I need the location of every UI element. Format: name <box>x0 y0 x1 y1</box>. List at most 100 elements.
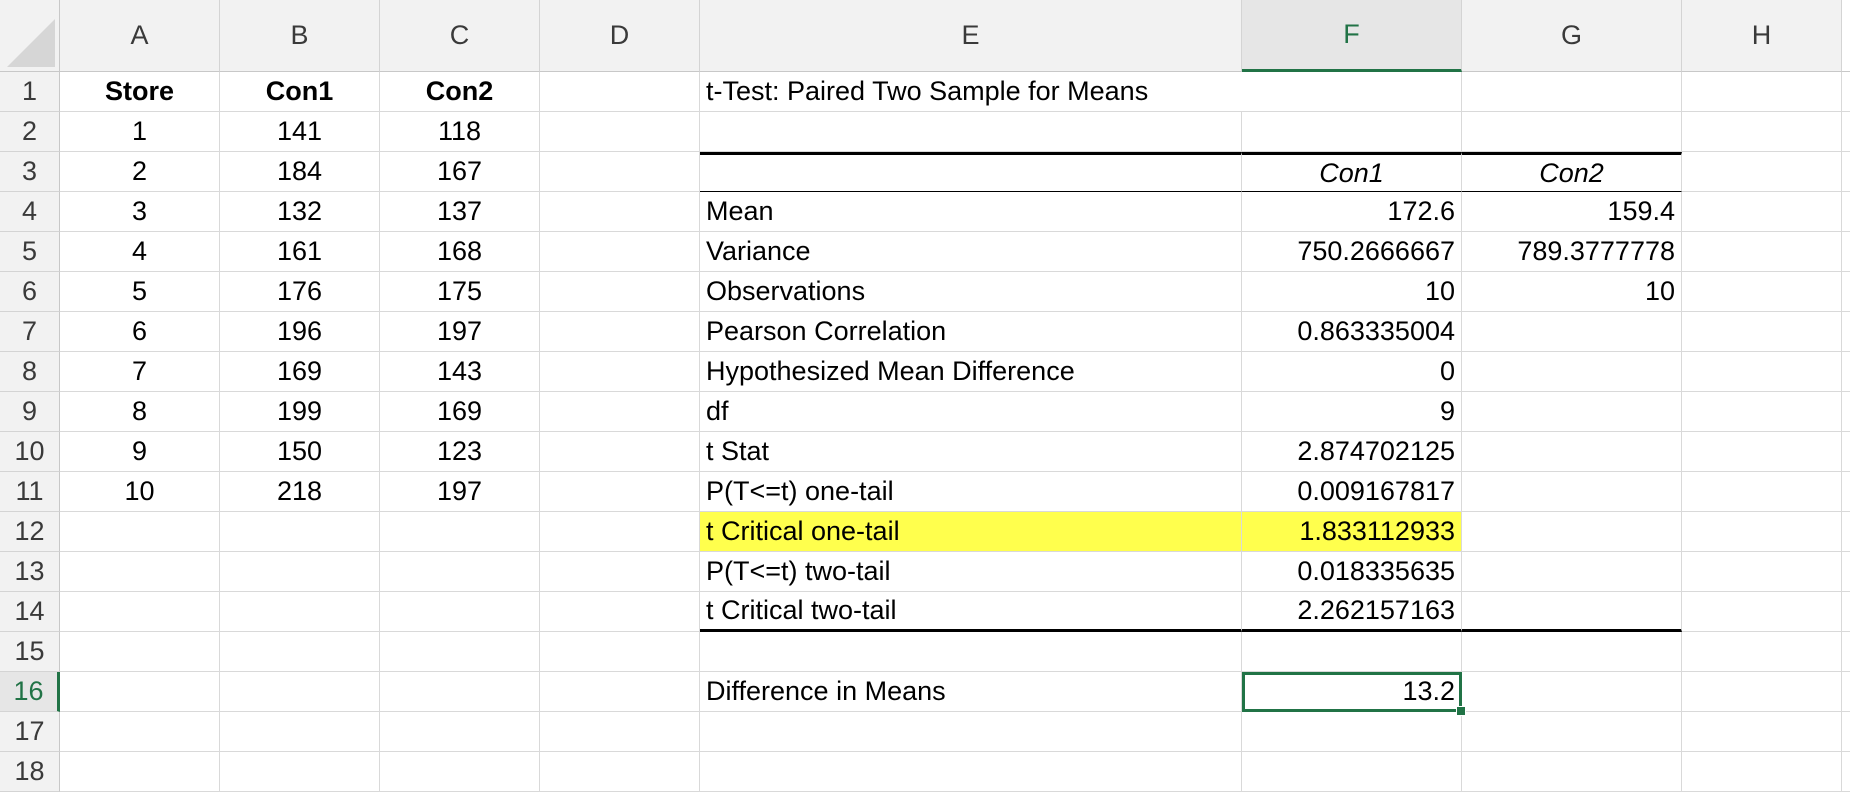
cell-c6[interactable]: 175 <box>380 272 540 312</box>
cell-b5[interactable]: 161 <box>220 232 380 272</box>
cell-h12[interactable] <box>1682 512 1842 552</box>
cell-e6[interactable]: Observations <box>700 272 1242 312</box>
row-header-4[interactable]: 4 <box>0 192 60 232</box>
row-header-13[interactable]: 13 <box>0 552 60 592</box>
cell-f17[interactable] <box>1242 712 1462 752</box>
row-header-9[interactable]: 9 <box>0 392 60 432</box>
cell-f16-selected[interactable]: 13.2 <box>1242 672 1466 716</box>
cell-h10[interactable] <box>1682 432 1842 472</box>
fill-handle[interactable] <box>1456 706 1466 716</box>
cell-c2[interactable]: 118 <box>380 112 540 152</box>
cell-f4[interactable]: 172.6 <box>1242 192 1462 232</box>
cell-g7[interactable] <box>1462 312 1682 352</box>
cell-a17[interactable] <box>60 712 220 752</box>
cell-b14[interactable] <box>220 592 380 632</box>
cell-e14[interactable]: t Critical two-tail <box>700 592 1242 632</box>
cell-b4[interactable]: 132 <box>220 192 380 232</box>
cell-f1[interactable] <box>1242 72 1462 112</box>
cell-g18[interactable] <box>1462 752 1682 792</box>
cell-c11[interactable]: 197 <box>380 472 540 512</box>
column-header-f[interactable]: F <box>1242 0 1462 72</box>
row-header-11[interactable]: 11 <box>0 472 60 512</box>
cell-c18[interactable] <box>380 752 540 792</box>
select-all-corner[interactable] <box>0 0 60 72</box>
cell-d3[interactable] <box>540 152 700 192</box>
cell-h16[interactable] <box>1682 672 1842 712</box>
cell-e9[interactable]: df <box>700 392 1242 432</box>
cell-h5[interactable] <box>1682 232 1842 272</box>
cell-d5[interactable] <box>540 232 700 272</box>
cell-b11[interactable]: 218 <box>220 472 380 512</box>
cell-c8[interactable]: 143 <box>380 352 540 392</box>
cell-g4[interactable]: 159.4 <box>1462 192 1682 232</box>
cell-a11[interactable]: 10 <box>60 472 220 512</box>
column-header-d[interactable]: D <box>540 0 700 72</box>
cell-h14[interactable] <box>1682 592 1842 632</box>
row-header-17[interactable]: 17 <box>0 712 60 752</box>
row-header-16[interactable]: 16 <box>0 672 60 712</box>
cell-h4[interactable] <box>1682 192 1842 232</box>
row-header-15[interactable]: 15 <box>0 632 60 672</box>
cell-f13[interactable]: 0.018335635 <box>1242 552 1462 592</box>
cell-d4[interactable] <box>540 192 700 232</box>
cell-f5[interactable]: 750.2666667 <box>1242 232 1462 272</box>
cell-h17[interactable] <box>1682 712 1842 752</box>
cell-h13[interactable] <box>1682 552 1842 592</box>
cell-h9[interactable] <box>1682 392 1842 432</box>
cell-b16[interactable] <box>220 672 380 712</box>
cell-g8[interactable] <box>1462 352 1682 392</box>
cell-b17[interactable] <box>220 712 380 752</box>
cell-h6[interactable] <box>1682 272 1842 312</box>
cell-c4[interactable]: 137 <box>380 192 540 232</box>
cell-c10[interactable]: 123 <box>380 432 540 472</box>
cell-a12[interactable] <box>60 512 220 552</box>
cell-c15[interactable] <box>380 632 540 672</box>
cell-f3[interactable]: Con1 <box>1242 152 1462 192</box>
cell-a6[interactable]: 5 <box>60 272 220 312</box>
cell-g16[interactable] <box>1462 672 1682 712</box>
cell-f9[interactable]: 9 <box>1242 392 1462 432</box>
cell-c16[interactable] <box>380 672 540 712</box>
row-header-2[interactable]: 2 <box>0 112 60 152</box>
row-header-10[interactable]: 10 <box>0 432 60 472</box>
row-header-3[interactable]: 3 <box>0 152 60 192</box>
row-header-1[interactable]: 1 <box>0 72 60 112</box>
cell-e10[interactable]: t Stat <box>700 432 1242 472</box>
cell-a4[interactable]: 3 <box>60 192 220 232</box>
row-header-14[interactable]: 14 <box>0 592 60 632</box>
cell-g3[interactable]: Con2 <box>1462 152 1682 192</box>
cell-e17[interactable] <box>700 712 1242 752</box>
cell-a15[interactable] <box>60 632 220 672</box>
cell-b13[interactable] <box>220 552 380 592</box>
cell-f15[interactable] <box>1242 632 1462 672</box>
cell-a3[interactable]: 2 <box>60 152 220 192</box>
cell-a2[interactable]: 1 <box>60 112 220 152</box>
row-header-7[interactable]: 7 <box>0 312 60 352</box>
cell-h18[interactable] <box>1682 752 1842 792</box>
cell-e2[interactable] <box>700 112 1242 152</box>
cell-c14[interactable] <box>380 592 540 632</box>
cell-e11[interactable]: P(T<=t) one-tail <box>700 472 1242 512</box>
column-header-g[interactable]: G <box>1462 0 1682 72</box>
cell-e12-highlighted[interactable]: t Critical one-tail <box>700 512 1242 552</box>
cell-b1[interactable]: Con1 <box>220 72 380 112</box>
cell-d17[interactable] <box>540 712 700 752</box>
cell-b9[interactable]: 199 <box>220 392 380 432</box>
cell-d6[interactable] <box>540 272 700 312</box>
column-header-h[interactable]: H <box>1682 0 1842 72</box>
cell-b12[interactable] <box>220 512 380 552</box>
cell-c5[interactable]: 168 <box>380 232 540 272</box>
cell-d16[interactable] <box>540 672 700 712</box>
cell-h8[interactable] <box>1682 352 1842 392</box>
cell-e1[interactable]: t-Test: Paired Two Sample for Means <box>700 72 1242 112</box>
cell-d18[interactable] <box>540 752 700 792</box>
column-header-e[interactable]: E <box>700 0 1242 72</box>
column-header-b[interactable]: B <box>220 0 380 72</box>
cell-f2[interactable] <box>1242 112 1462 152</box>
cell-b10[interactable]: 150 <box>220 432 380 472</box>
cell-h3[interactable] <box>1682 152 1842 192</box>
cell-f12-highlighted[interactable]: 1.833112933 <box>1242 512 1462 552</box>
cell-h1[interactable] <box>1682 72 1842 112</box>
cell-g12[interactable] <box>1462 512 1682 552</box>
cell-f10[interactable]: 2.874702125 <box>1242 432 1462 472</box>
